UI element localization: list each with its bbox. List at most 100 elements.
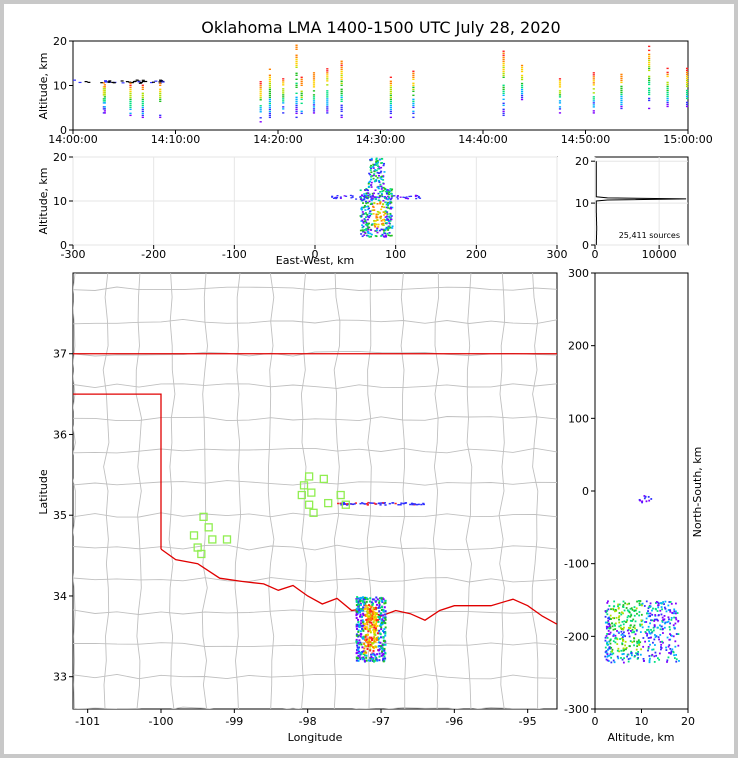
storm-source <box>370 606 373 609</box>
source-mark <box>129 84 132 87</box>
source-mark <box>369 232 372 235</box>
source-mark <box>612 635 615 637</box>
source-mark <box>389 116 392 119</box>
storm-source <box>361 656 364 659</box>
source-mark <box>643 495 646 497</box>
storm-source <box>360 616 363 619</box>
storm-source <box>355 613 358 616</box>
source-mark <box>384 232 387 235</box>
source-mark <box>380 192 383 195</box>
source-mark <box>675 633 678 635</box>
source-mark <box>141 94 144 97</box>
source-mark <box>654 644 656 646</box>
source-mark <box>660 602 662 604</box>
source-mark <box>366 213 369 216</box>
source-mark <box>340 90 343 93</box>
anvil-source <box>388 502 391 505</box>
source-mark <box>610 646 613 649</box>
source-mark <box>372 166 375 168</box>
county-line <box>399 273 407 709</box>
source-mark <box>656 657 659 660</box>
source-mark <box>379 191 382 193</box>
source-mark <box>666 105 669 108</box>
storm-source <box>378 659 381 662</box>
anvil-source <box>413 503 416 505</box>
storm-source <box>369 615 372 618</box>
source-mark <box>502 66 505 68</box>
source-mark <box>367 205 370 208</box>
storm-source <box>378 629 381 632</box>
source-mark <box>661 640 663 643</box>
anvil-mark <box>402 196 405 198</box>
source-mark <box>368 216 371 219</box>
source-mark <box>379 217 382 220</box>
source-mark <box>391 195 394 197</box>
source-mark <box>666 89 669 92</box>
source-mark <box>651 653 654 656</box>
source-mark <box>383 206 386 209</box>
source-mark <box>648 49 651 52</box>
source-mark <box>615 616 618 619</box>
source-mark <box>649 615 651 617</box>
source-mark <box>618 603 621 606</box>
storm-source <box>357 651 360 654</box>
source-mark <box>636 657 639 660</box>
source-mark <box>359 197 362 199</box>
anvil-source <box>399 503 402 506</box>
source-mark <box>268 82 271 85</box>
station-marker <box>304 500 314 509</box>
storm-source <box>359 651 362 654</box>
source-mark <box>300 94 303 97</box>
source-mark <box>362 213 365 215</box>
county-line <box>201 273 208 709</box>
storm-source <box>357 618 360 621</box>
storm-source <box>358 597 361 600</box>
storm-source <box>373 630 376 633</box>
source-mark <box>326 104 329 106</box>
source-mark <box>661 621 664 623</box>
storm-source <box>355 634 358 637</box>
source-mark <box>382 199 385 202</box>
storm-source <box>357 629 360 632</box>
source-mark <box>386 213 389 215</box>
storm-source <box>381 644 384 647</box>
source-mark <box>669 610 672 613</box>
source-mark <box>383 171 386 173</box>
y-tick-label: 0 <box>582 485 589 498</box>
source-mark <box>388 202 391 205</box>
source-mark <box>609 614 612 617</box>
source-mark <box>326 76 329 78</box>
anvil-mark <box>408 195 411 198</box>
source-mark <box>375 215 378 217</box>
storm-source <box>378 641 381 644</box>
source-mark <box>375 162 378 165</box>
source-mark <box>677 620 680 623</box>
source-mark <box>364 219 367 221</box>
source-mark <box>326 78 329 80</box>
source-mark <box>608 654 611 657</box>
storm-source <box>360 624 363 627</box>
anvil-source <box>342 502 345 504</box>
county-boundaries <box>73 273 557 709</box>
source-mark <box>520 68 524 71</box>
x-tick-label: 14:00:00 <box>48 133 97 146</box>
source-mark <box>361 229 364 231</box>
anvil-source <box>422 502 425 505</box>
source-mark <box>268 68 271 70</box>
source-mark <box>362 230 365 232</box>
storm-source <box>368 636 371 639</box>
source-mark <box>312 86 316 88</box>
source-mark <box>366 222 369 225</box>
source-mark <box>295 72 298 74</box>
storm-source <box>373 629 376 632</box>
source-mark <box>654 615 657 617</box>
storm-source <box>364 650 367 653</box>
source-mark <box>612 628 615 631</box>
source-mark <box>380 178 383 181</box>
county-line <box>465 273 473 709</box>
storm-source <box>373 632 376 635</box>
source-mark <box>624 602 627 605</box>
y-tick-label: -200 <box>564 630 589 643</box>
source-mark <box>326 68 329 70</box>
